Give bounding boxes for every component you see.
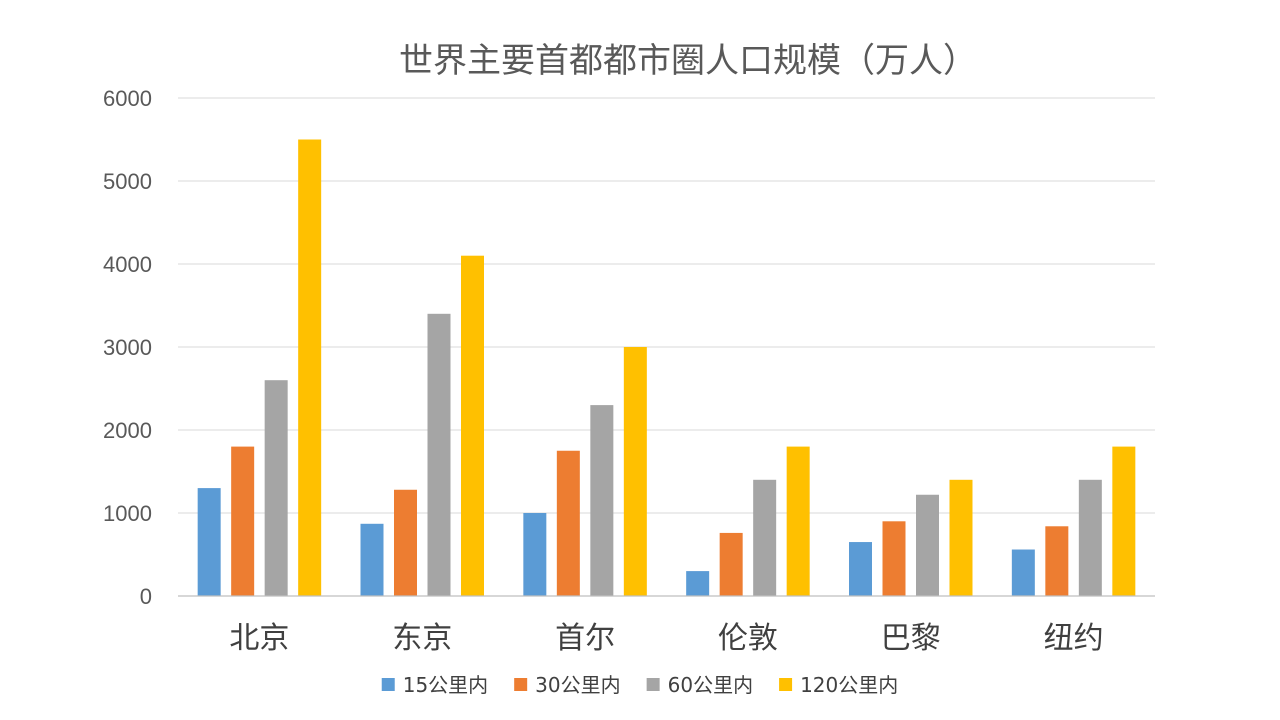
bar-1-4 <box>686 571 710 596</box>
bar-2-3 <box>556 450 580 596</box>
bar-4-6 <box>1112 446 1136 596</box>
bar-4-1 <box>298 139 322 596</box>
y-tick-label: 2000 <box>103 418 152 443</box>
y-tick-label: 5000 <box>103 169 152 194</box>
bar-1-6 <box>1011 549 1035 596</box>
legend-swatch <box>646 678 660 691</box>
y-axis-ticks: 0 1000 2000 3000 4000 5000 6000 <box>103 86 152 609</box>
x-axis-ticks: 北京 东京 首尔 伦敦 巴黎 纽约 <box>229 621 1103 656</box>
x-tick-label: 东京 <box>392 621 452 656</box>
bar-3-4 <box>753 479 777 596</box>
legend-label: 60公里内 <box>668 673 753 697</box>
y-tick-label: 6000 <box>103 86 152 111</box>
bar-2-2 <box>394 489 417 596</box>
bar-2-1 <box>231 446 255 596</box>
y-tick-label: 1000 <box>103 501 152 526</box>
bar-1-3 <box>523 513 547 596</box>
x-tick-label: 首尔 <box>555 621 615 656</box>
bar-1-5 <box>849 542 872 596</box>
bar-4-5 <box>949 479 973 596</box>
x-tick-label: 纽约 <box>1044 621 1104 656</box>
bar-1-2 <box>360 523 384 596</box>
bar-4-3 <box>623 347 647 596</box>
bar-3-6 <box>1078 479 1102 596</box>
bar-3-1 <box>264 380 288 596</box>
y-tick-label: 0 <box>140 584 152 609</box>
legend-label: 120公里内 <box>800 673 898 697</box>
legend-swatch <box>779 678 793 691</box>
legend-label: 30公里内 <box>535 673 620 697</box>
bar-2-4 <box>719 532 743 596</box>
bar-1-1 <box>197 488 221 596</box>
legend: 15公里内 30公里内 60公里内 120公里内 <box>381 673 898 697</box>
bar-2-5 <box>882 521 906 596</box>
bars <box>197 139 1136 596</box>
legend-swatch <box>381 678 395 691</box>
x-tick-label: 巴黎 <box>881 621 941 656</box>
x-tick-label: 伦敦 <box>718 621 778 656</box>
legend-swatch <box>514 678 528 691</box>
bar-4-4 <box>786 446 810 596</box>
y-tick-label: 3000 <box>103 335 152 360</box>
bar-4-2 <box>461 255 484 596</box>
y-tick-label: 4000 <box>103 252 152 277</box>
legend-label: 15公里内 <box>403 673 488 697</box>
gridlines <box>178 97 1155 514</box>
bar-3-3 <box>590 405 614 596</box>
bar-3-2 <box>427 313 451 596</box>
x-tick-label: 北京 <box>229 621 289 656</box>
bar-3-5 <box>916 494 939 596</box>
bar-2-6 <box>1045 526 1069 596</box>
chart-title: 世界主要首都都市圈人口规模（万人） <box>399 41 977 81</box>
